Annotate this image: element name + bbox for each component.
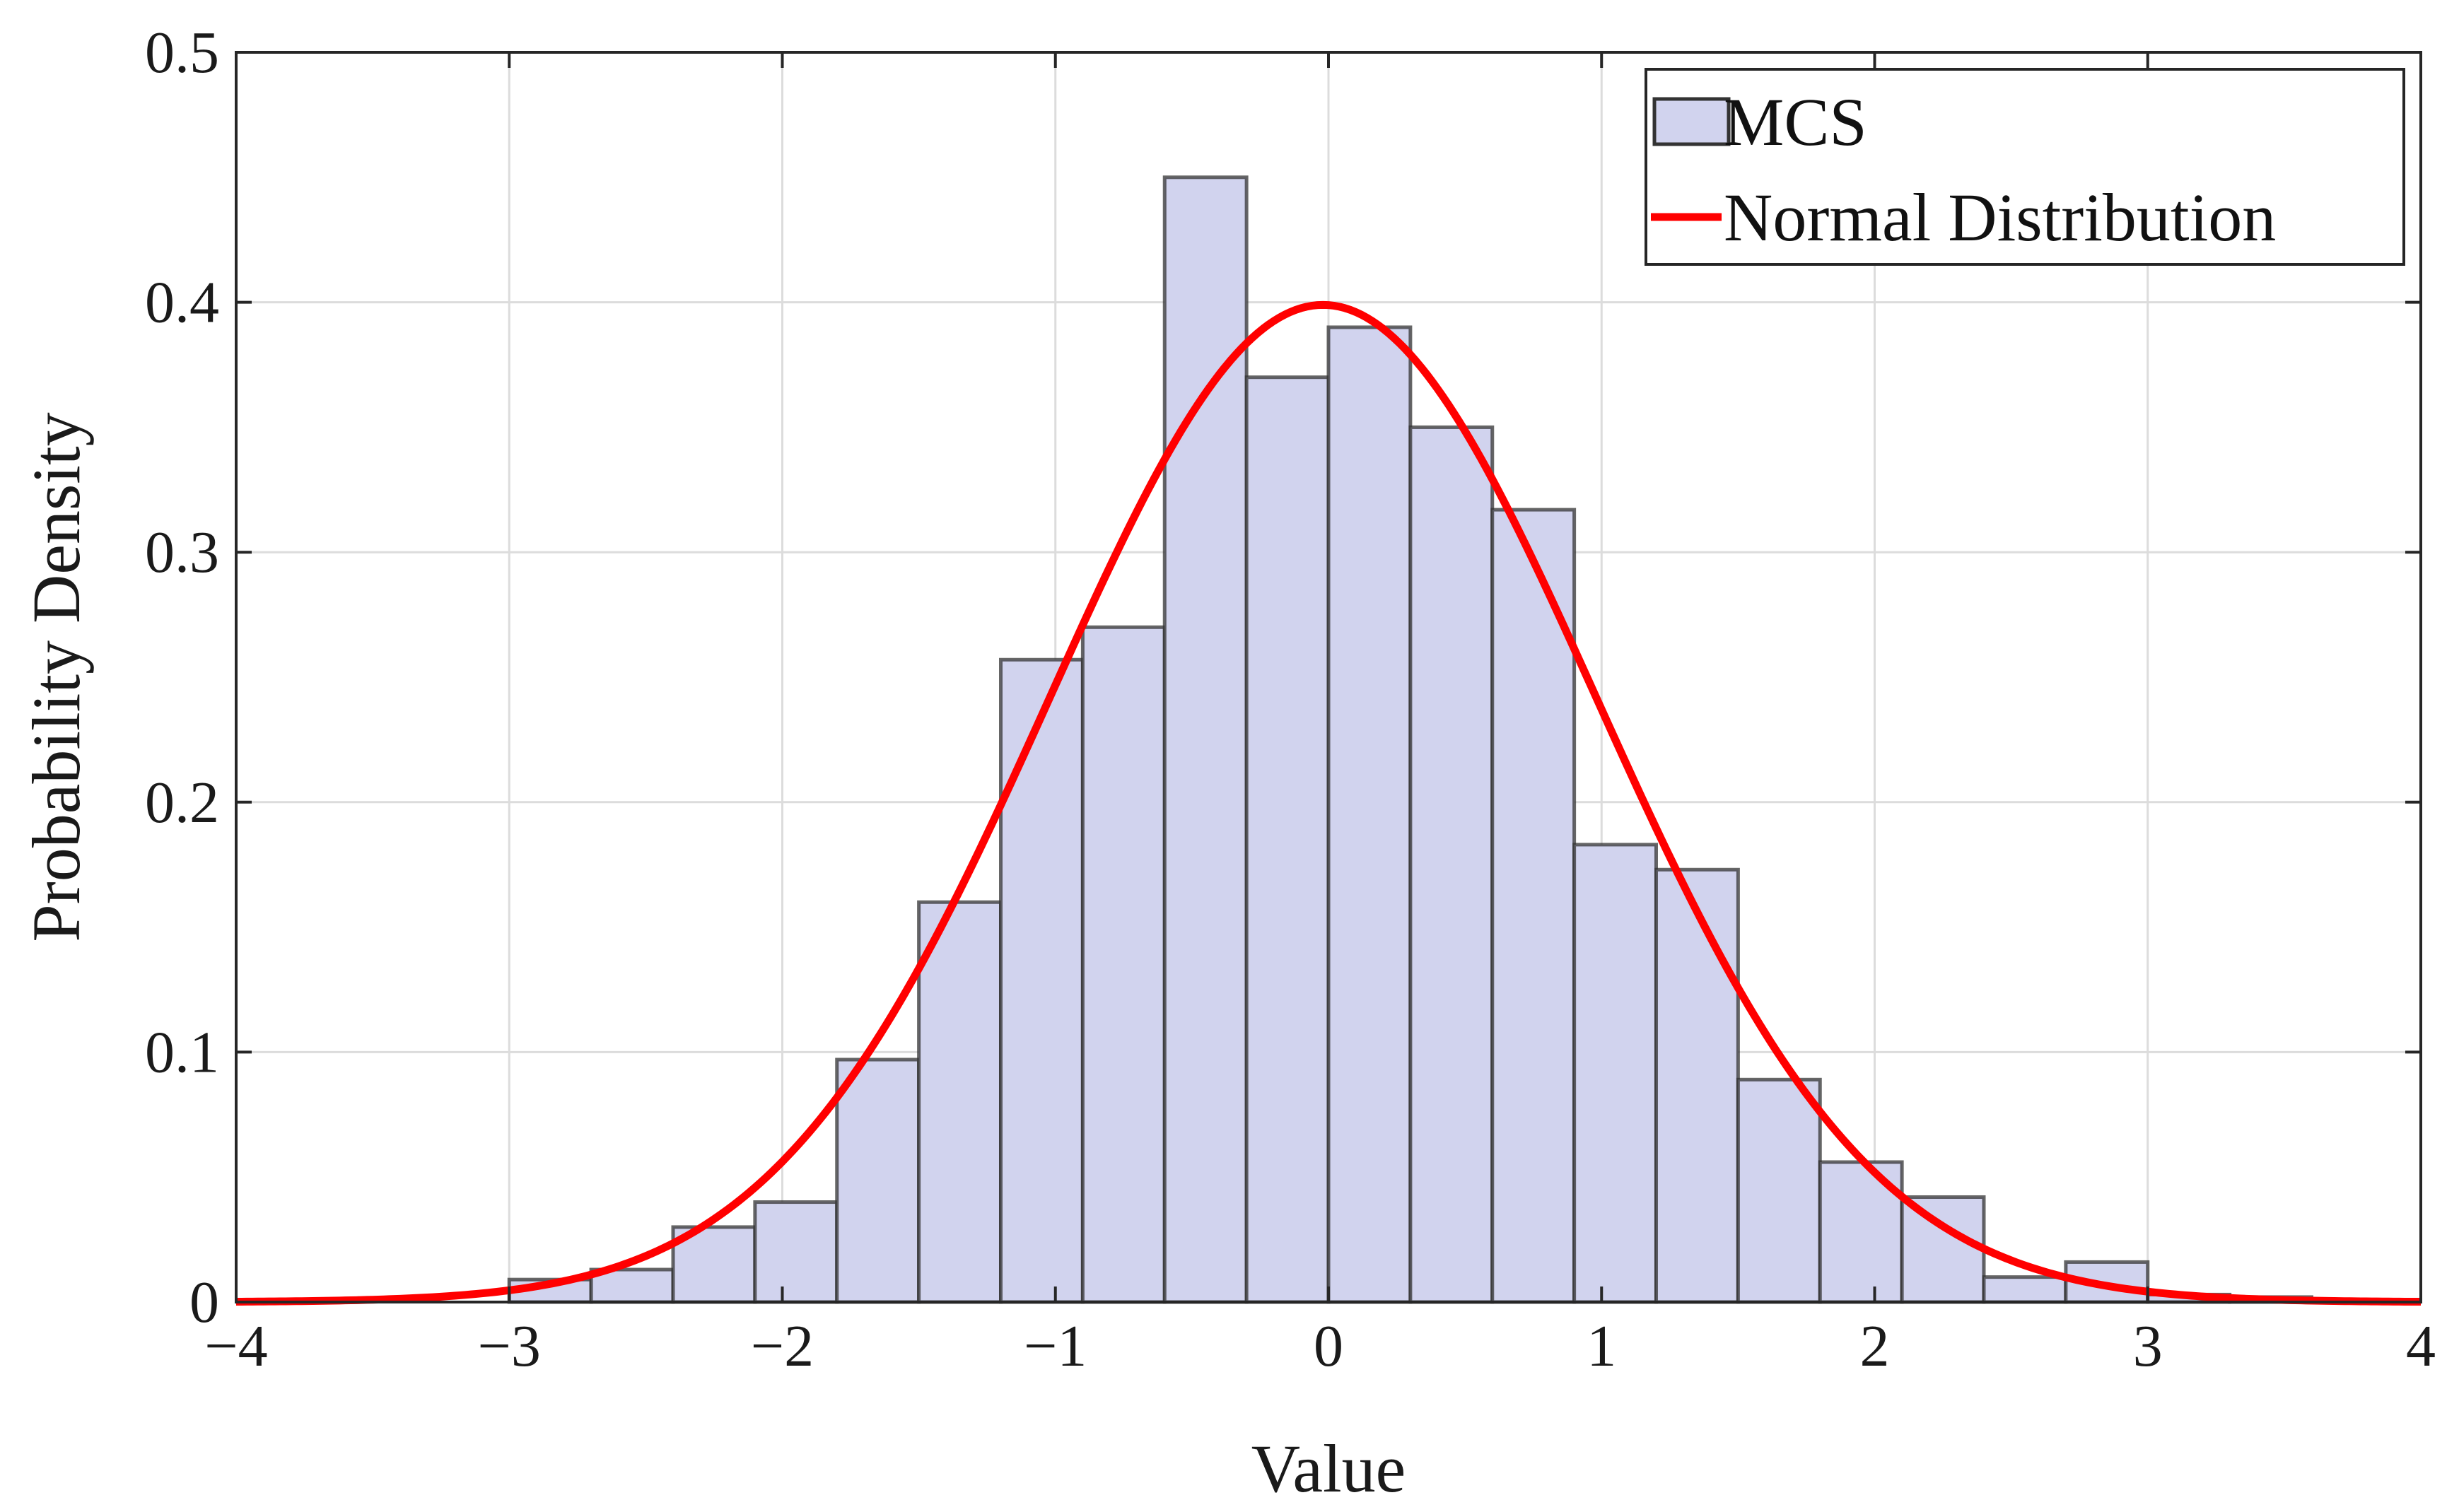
histogram-bar xyxy=(1736,1077,1822,1304)
histogram-bar xyxy=(1654,867,1740,1304)
y-tick-label: 0.4 xyxy=(145,270,219,336)
y-axis-title: Probability Density xyxy=(18,412,94,942)
histogram-bar xyxy=(1244,375,1331,1304)
tick-marks xyxy=(235,51,2422,1303)
histogram-bar xyxy=(1982,1275,2068,1304)
tick-labels: −4 −3 −2 −1 0 1 2 3 4 0 0.1 0.2 0.3 0.4 0.5 xyxy=(145,20,2436,1379)
x-tick-label: −2 xyxy=(751,1313,814,1379)
legend: MCS Normal Distribution xyxy=(1645,68,2405,266)
x-tick-label: −1 xyxy=(1024,1313,1087,1379)
legend-swatch-mcs xyxy=(1652,97,1731,146)
x-tick-label: 1 xyxy=(1587,1313,1616,1379)
x-tick-label: −4 xyxy=(204,1313,267,1379)
y-tick-label: 0 xyxy=(189,1270,219,1335)
legend-label-normal: Normal Distribution xyxy=(1724,180,2276,255)
histogram-bar xyxy=(1326,325,1413,1304)
histogram-bar xyxy=(917,900,1003,1304)
y-tick-label: 0.2 xyxy=(145,770,219,836)
histogram-bar xyxy=(835,1057,921,1304)
histogram-bar xyxy=(1162,175,1249,1304)
histogram-bar xyxy=(753,1200,839,1304)
x-tick-label: 4 xyxy=(2406,1313,2436,1379)
y-tick-label: 0.1 xyxy=(145,1019,219,1085)
y-tick-label: 0.3 xyxy=(145,520,219,585)
legend-label-mcs: MCS xyxy=(1724,84,1867,160)
x-tick-label: 3 xyxy=(2133,1313,2163,1379)
normal-curve-layer xyxy=(235,300,2422,1306)
histogram-bar xyxy=(1572,843,1658,1304)
histogram-bar xyxy=(1080,625,1167,1304)
histogram-bar xyxy=(1900,1195,1986,1304)
histogram-bar xyxy=(999,657,1085,1304)
histogram-bar xyxy=(1408,425,1495,1304)
x-tick-label: −3 xyxy=(478,1313,541,1379)
x-tick-label: 0 xyxy=(1314,1313,1343,1379)
normal-distribution-curve xyxy=(235,300,2422,1306)
x-tick-label: 2 xyxy=(1860,1313,1890,1379)
legend-box xyxy=(1645,68,2405,266)
x-axis-title: Value xyxy=(1251,1431,1406,1506)
y-tick-label: 0.5 xyxy=(145,20,219,86)
